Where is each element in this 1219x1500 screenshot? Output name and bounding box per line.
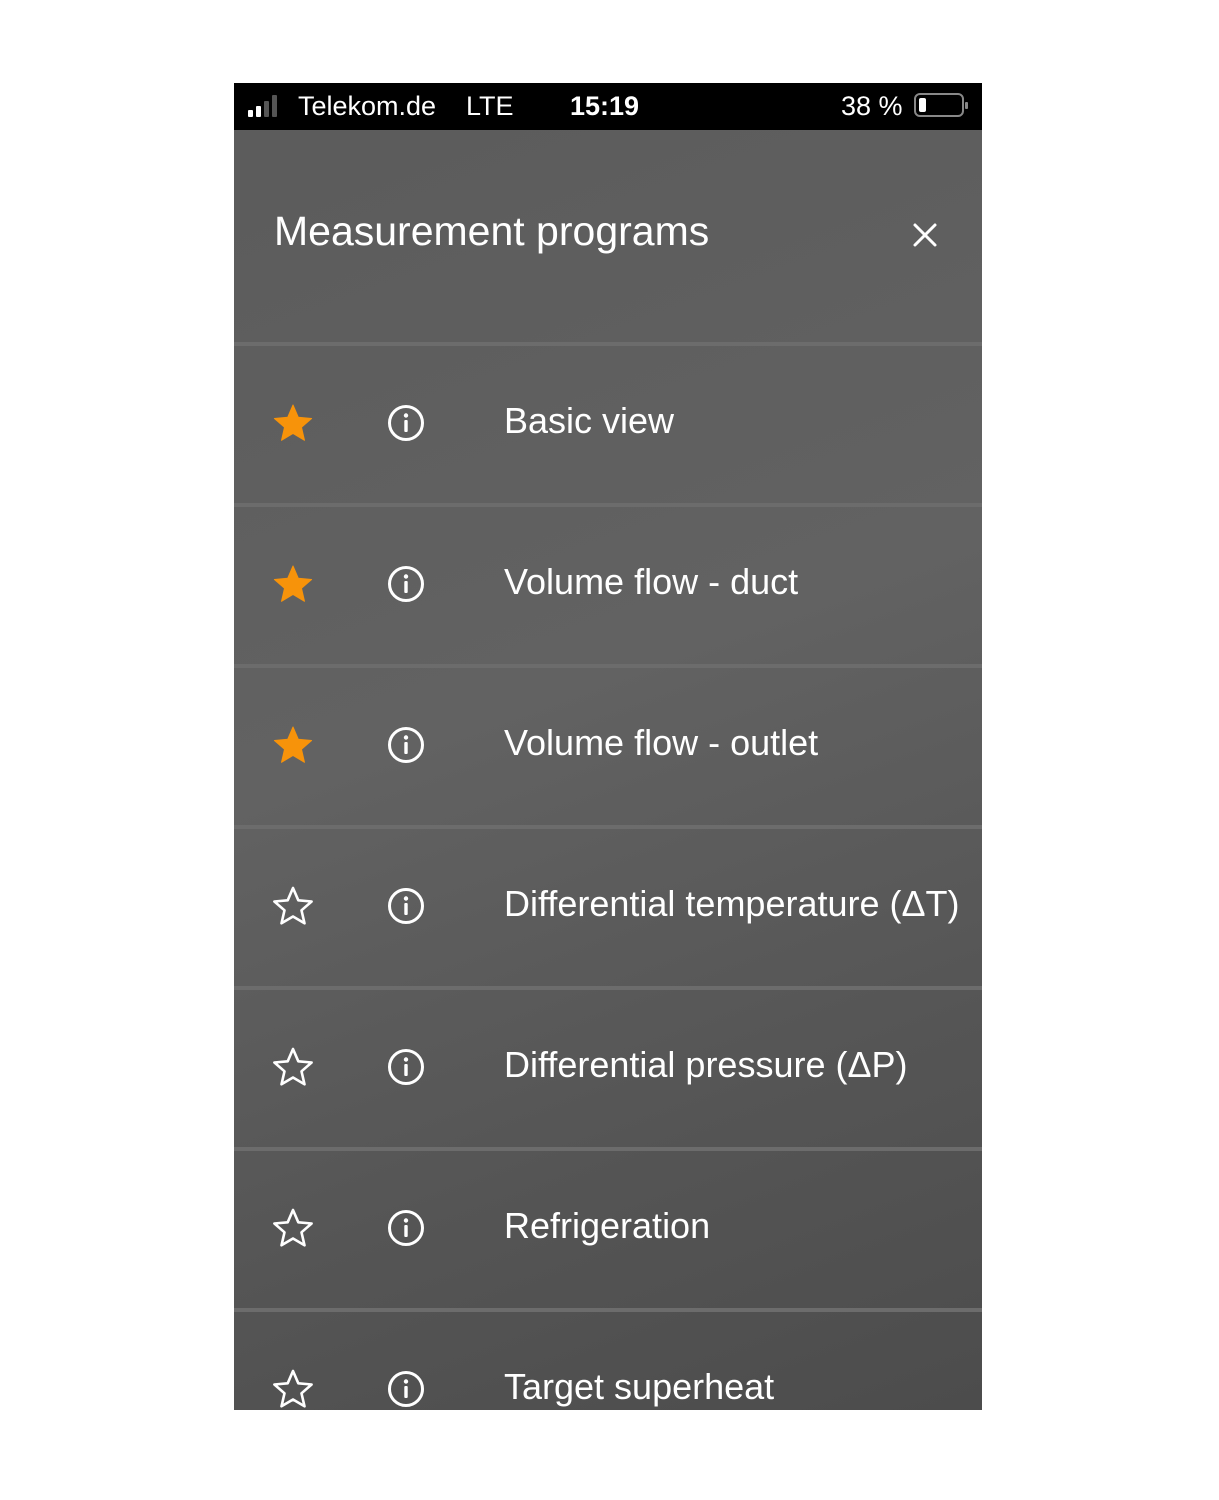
program-row[interactable]: Basic view	[234, 346, 982, 503]
star-filled-icon[interactable]	[272, 402, 314, 444]
divider	[234, 342, 982, 346]
info-icon[interactable]	[387, 1370, 425, 1408]
info-icon[interactable]	[387, 404, 425, 442]
phone-screen: Telekom.de LTE 15:19 38 % Measurement pr…	[234, 83, 982, 1410]
divider	[234, 503, 982, 507]
divider	[234, 986, 982, 990]
divider	[234, 825, 982, 829]
info-icon[interactable]	[387, 887, 425, 925]
program-label: Differential pressure (ΔP)	[504, 1044, 908, 1085]
info-icon[interactable]	[387, 1048, 425, 1086]
program-row[interactable]: Volume flow - duct	[234, 507, 982, 664]
close-icon[interactable]	[910, 220, 940, 250]
carrier: Telekom.de	[298, 91, 437, 121]
program-row[interactable]: Differential pressure (ΔP)	[234, 990, 982, 1147]
program-row[interactable]: Differential temperature (ΔT)	[234, 829, 982, 986]
battery-percent: 38 %	[841, 91, 903, 121]
program-label: Target superheat	[504, 1366, 775, 1407]
signal-icon	[248, 95, 277, 117]
battery-icon	[914, 93, 968, 117]
divider	[234, 1308, 982, 1312]
divider	[234, 664, 982, 668]
status-bar: Telekom.de LTE 15:19 38 %	[234, 83, 982, 130]
network-type: LTE	[466, 91, 514, 121]
star-filled-icon[interactable]	[272, 724, 314, 766]
program-row[interactable]: Refrigeration	[234, 1151, 982, 1308]
star-outline-icon[interactable]	[272, 1046, 314, 1088]
star-outline-icon[interactable]	[272, 885, 314, 927]
program-list: Basic view Volume flow - duct Volume flo…	[234, 342, 982, 1410]
program-label: Volume flow - outlet	[504, 722, 819, 763]
star-outline-icon[interactable]	[272, 1207, 314, 1249]
info-icon[interactable]	[387, 565, 425, 603]
info-icon[interactable]	[387, 1209, 425, 1247]
program-label: Basic view	[504, 400, 675, 441]
program-label: Refrigeration	[504, 1205, 711, 1246]
header: Measurement programs	[234, 130, 982, 342]
program-row[interactable]: Volume flow - outlet	[234, 668, 982, 825]
page-title: Measurement programs	[274, 208, 710, 254]
program-row[interactable]: Target superheat	[234, 1312, 982, 1410]
clock: 15:19	[570, 91, 640, 121]
divider	[234, 1147, 982, 1151]
star-outline-icon[interactable]	[272, 1368, 314, 1410]
program-label: Differential temperature (ΔT)	[504, 883, 960, 924]
program-label: Volume flow - duct	[504, 561, 799, 602]
info-icon[interactable]	[387, 726, 425, 764]
star-filled-icon[interactable]	[272, 563, 314, 605]
